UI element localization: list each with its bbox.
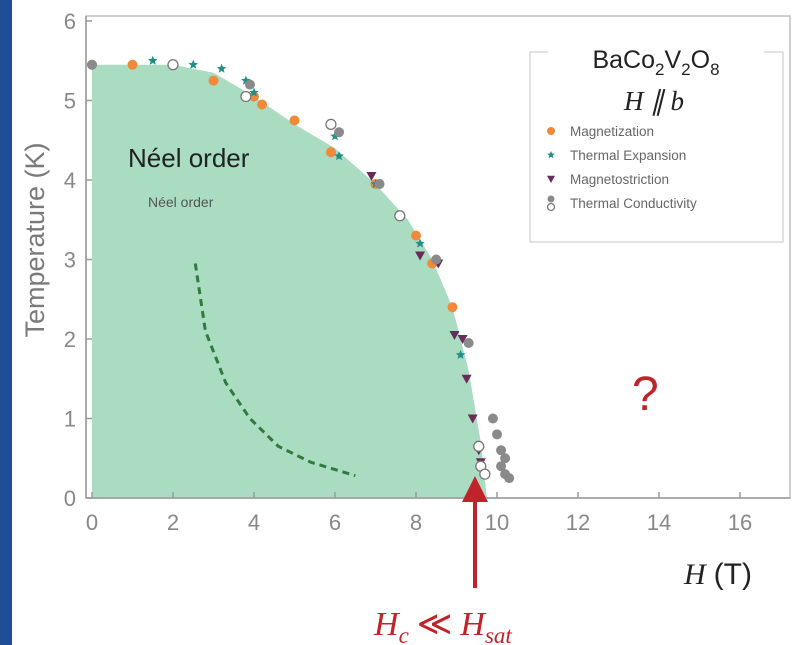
thermal-conductivity-open-point [167,59,179,71]
thermal-conductivity-point [374,178,385,189]
x-tick-label: 12 [566,510,590,535]
y-tick-label: 0 [64,486,76,511]
magnetostriction-point [366,172,377,182]
magnetostriction-point [415,251,426,261]
x-tick-label: 10 [485,510,509,535]
y-axis-label: Temperature (K) [20,142,50,337]
thermal-expansion-point [241,75,251,85]
thermal-conductivity-open-point [473,440,485,452]
thermal-expansion-point [330,131,340,141]
thermal-conductivity-open-point [394,210,406,222]
thermal-conductivity-open-point [325,118,337,130]
magnetization-point [257,99,268,110]
thermal-conductivity-point [463,337,474,348]
thermal-conductivity-point [504,473,515,484]
x-tick-label: 16 [728,510,752,535]
neel-order-label: Néel order [128,143,250,173]
slide-side-bar [0,0,12,645]
x-tick-label: 6 [329,510,341,535]
x-axis-symbol: H [683,558,708,591]
x-tick-label: 2 [167,510,179,535]
neel-order-small-label: Néel order [148,194,214,210]
thermal-expansion-point [455,349,466,359]
dashed-guide-curve [193,263,356,478]
magnetostriction-point [461,374,472,384]
legend-field-direction: H ∥ b [623,86,684,116]
x-tick-labels: 0 2 4 6 8 10 12 14 16 [86,510,752,535]
thermal-conductivity-point [334,127,345,138]
magnetization-point [127,59,138,70]
thermal-conductivity-point [492,429,502,440]
magnetization-point [208,75,219,86]
magnetization-point [447,302,458,313]
legend-entry-label: Thermal Expansion [570,148,686,163]
magnetization-point [547,127,555,135]
y-tick-label: 6 [64,9,76,34]
x-tick-label: 8 [410,510,422,535]
magnetostriction-point [547,175,555,183]
thermal-conductivity-point [244,79,255,90]
unknown-phase-question-mark: ? [632,368,659,421]
legend: BaCo2V2O8 H ∥ b Magnetization Thermal Exp… [529,30,784,243]
magnetization-point [411,230,421,241]
thermal-expansion-point [415,238,425,248]
thermal-expansion-point [334,151,344,161]
legend-entry-label: Magnetization [570,124,654,139]
thermal-expansion-point [216,63,227,73]
magnetostriction-point [467,414,478,424]
y-tick-label: 2 [64,327,76,352]
legend-title-bg [548,30,764,125]
y-tick-label: 4 [64,168,76,193]
thermal-expansion-point [188,59,198,69]
y-tick-label: 5 [64,89,76,114]
magnetostriction-point [457,335,468,344]
thermal-conductivity-point [547,195,555,203]
x-axis-label: H (T) [683,558,752,591]
magnetization-point [289,115,300,126]
thermal-conductivity-open-point [546,202,556,212]
thermal-conductivity-point [496,445,507,456]
critical-field-arrow-head [462,476,488,502]
thermal-expansion-point [547,151,555,159]
thermal-conductivity-point [431,254,442,265]
neel-phase-region [92,64,487,498]
legend-compound-title: BaCo2V2O8 [592,46,719,79]
magnetization-point [249,91,259,102]
data-markers [87,55,515,484]
thermal-conductivity-point [487,413,498,424]
thermal-conductivity-open-point [240,90,252,103]
y-tick-label: 1 [64,407,76,432]
y-tick-label: 3 [64,248,76,273]
magnetization-point [325,147,336,158]
legend-entry-label: Thermal Conductivity [570,196,697,211]
x-tick-label: 0 [86,510,98,535]
x-axis-unit: (T) [714,558,752,591]
legend-entry-label: Magnetostriction [570,172,669,187]
axis-ticks [86,20,741,499]
critical-field-annotation: Hc ≪ Hsat [373,606,512,645]
magnetostriction-point [449,331,460,341]
y-tick-labels: 0 1 2 3 4 5 6 [64,9,76,511]
thermal-conductivity-point [496,461,507,472]
thermal-expansion-point [249,87,259,97]
x-tick-label: 4 [248,510,260,535]
thermal-conductivity-open-point [479,468,491,480]
thermal-conductivity-point [500,453,511,464]
x-tick-label: 14 [647,510,671,535]
thermal-expansion-point [148,55,158,65]
thermal-conductivity-point [87,59,97,70]
